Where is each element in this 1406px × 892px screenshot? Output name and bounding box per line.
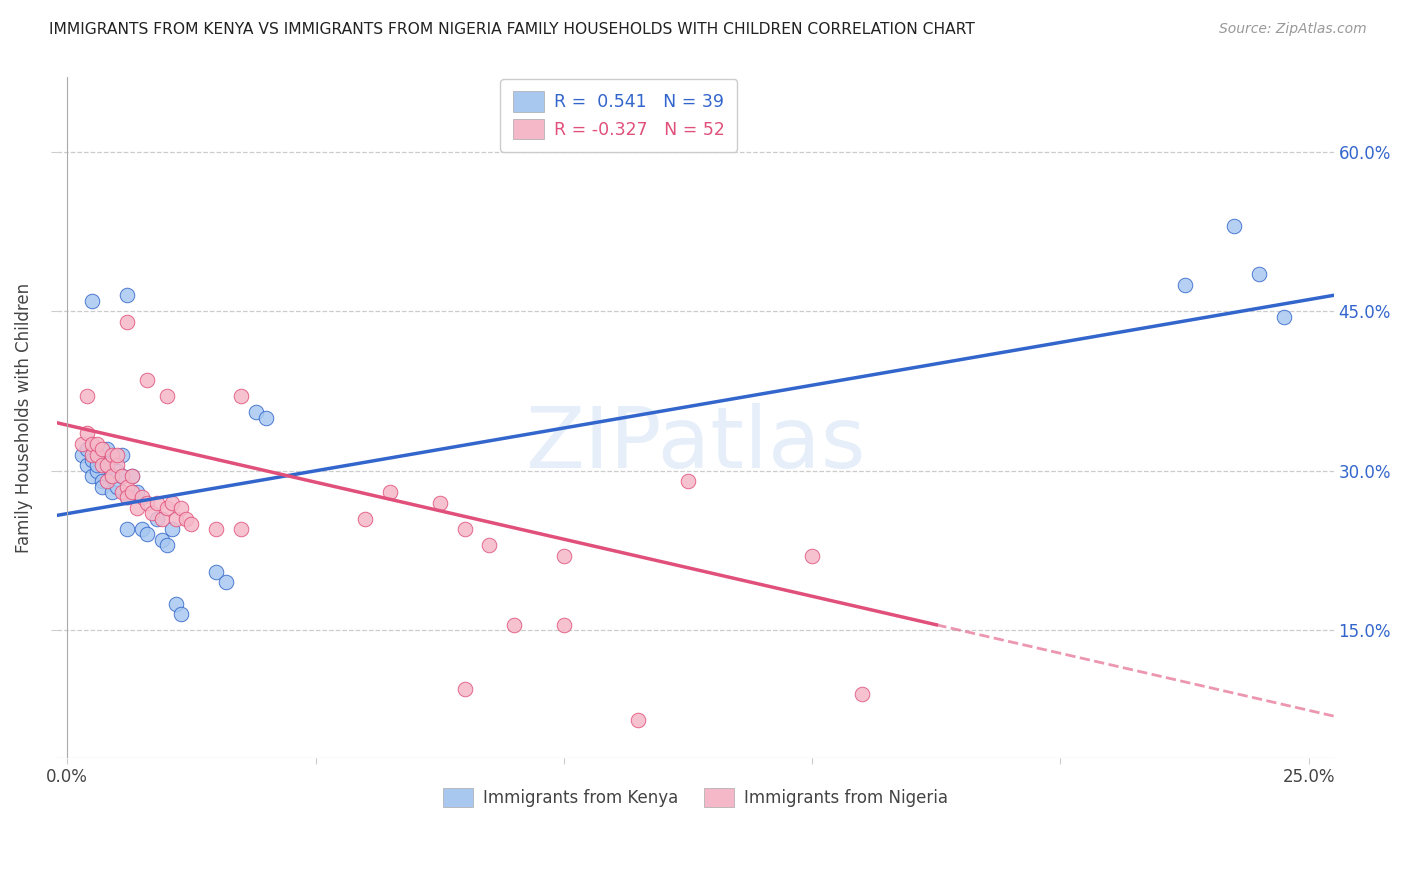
Point [105, 448, 128, 462]
Point [170, 500, 193, 515]
Point [141, 506, 163, 520]
Point [115, 288, 138, 302]
Point [101, 469, 124, 483]
Point [254, 410, 277, 425]
Point [145, 495, 167, 509]
Point [76, 458, 98, 473]
Point [70, 448, 93, 462]
Point [478, 538, 501, 552]
Point [111, 485, 134, 500]
Point [86, 464, 108, 478]
Point [676, 475, 699, 489]
Point [96, 475, 118, 489]
Point [101, 469, 124, 483]
Point [553, 617, 575, 632]
Point [453, 522, 475, 536]
Point [205, 522, 228, 536]
Legend: Immigrants from Kenya, Immigrants from Nigeria: Immigrants from Kenya, Immigrants from N… [437, 781, 955, 814]
Point [91, 480, 114, 494]
Point [160, 522, 183, 536]
Point [245, 405, 267, 419]
Point [1272, 310, 1295, 324]
Point [121, 469, 143, 483]
Point [176, 511, 198, 525]
Point [1174, 277, 1197, 292]
Point [70, 437, 93, 451]
Point [229, 389, 252, 403]
Point [105, 464, 128, 478]
Point [111, 469, 134, 483]
Point [80, 469, 103, 483]
Point [125, 485, 148, 500]
Point [101, 448, 124, 462]
Point [115, 480, 138, 494]
Point [166, 511, 188, 525]
Point [115, 490, 138, 504]
Point [135, 527, 157, 541]
Point [1249, 267, 1271, 281]
Point [96, 455, 118, 469]
Point [166, 597, 188, 611]
Point [86, 437, 108, 451]
Point [155, 538, 177, 552]
Point [429, 495, 451, 509]
Point [851, 687, 873, 701]
Point [80, 453, 103, 467]
Point [378, 485, 401, 500]
Point [115, 315, 138, 329]
Point [453, 681, 475, 696]
Point [180, 516, 202, 531]
Point [1223, 219, 1246, 234]
Point [354, 511, 377, 525]
Text: IMMIGRANTS FROM KENYA VS IMMIGRANTS FROM NIGERIA FAMILY HOUSEHOLDS WITH CHILDREN: IMMIGRANTS FROM KENYA VS IMMIGRANTS FROM… [49, 22, 976, 37]
Point [150, 511, 173, 525]
Point [160, 495, 183, 509]
Point [121, 485, 143, 500]
Point [155, 389, 177, 403]
Point [121, 469, 143, 483]
Text: ZIPatlas: ZIPatlas [526, 403, 866, 486]
Point [135, 373, 157, 387]
Point [205, 565, 228, 579]
Point [125, 500, 148, 515]
Point [503, 617, 526, 632]
Point [229, 522, 252, 536]
Point [86, 448, 108, 462]
Point [105, 458, 128, 473]
Point [80, 448, 103, 462]
Point [96, 442, 118, 457]
Point [76, 442, 98, 457]
Point [101, 485, 124, 500]
Y-axis label: Family Households with Children: Family Households with Children [15, 283, 32, 553]
Point [145, 511, 167, 525]
Point [91, 442, 114, 457]
Point [170, 607, 193, 622]
Point [105, 480, 128, 494]
Point [115, 490, 138, 504]
Point [91, 475, 114, 489]
Point [91, 458, 114, 473]
Text: Source: ZipAtlas.com: Source: ZipAtlas.com [1219, 22, 1367, 37]
Point [80, 293, 103, 308]
Point [131, 522, 153, 536]
Point [111, 448, 134, 462]
Point [86, 458, 108, 473]
Point [76, 389, 98, 403]
Point [155, 500, 177, 515]
Point [801, 549, 824, 563]
Point [96, 458, 118, 473]
Point [131, 490, 153, 504]
Point [76, 426, 98, 441]
Point [553, 549, 575, 563]
Point [215, 575, 238, 590]
Point [115, 522, 138, 536]
Point [111, 469, 134, 483]
Point [150, 533, 173, 547]
Point [135, 495, 157, 509]
Point [627, 714, 650, 728]
Point [80, 437, 103, 451]
